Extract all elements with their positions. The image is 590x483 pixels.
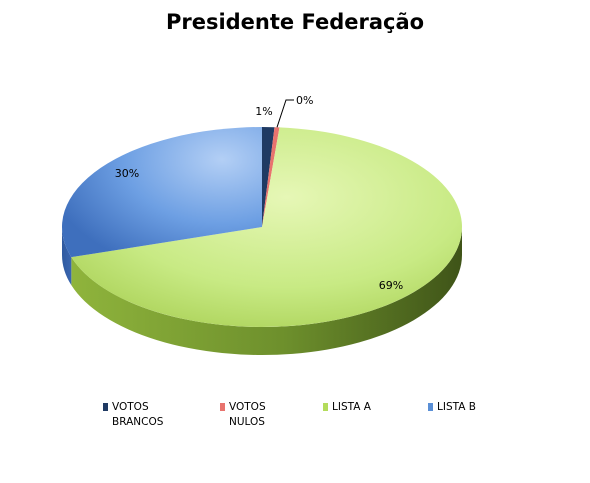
legend-item-lista-b: LISTA B: [428, 400, 507, 415]
legend-swatch-votos-nulos: [220, 403, 225, 411]
data-label-lista-a: 69%: [379, 279, 403, 292]
legend-swatch-lista-b: [428, 403, 433, 411]
legend-swatch-lista-a: [323, 403, 328, 411]
legend-label-votos-nulos: VOTOS NULOS: [229, 401, 266, 428]
pie-side-lista-a: [71, 227, 463, 355]
pie-slice-lista-a: [71, 127, 463, 328]
legend-item-lista-a: LISTA A: [323, 400, 402, 415]
data-label-votos-nulos: 0%: [296, 94, 313, 107]
legend-swatch-votos-brancos: [103, 403, 108, 411]
legend-label-lista-a: LISTA A: [332, 401, 371, 413]
pie-slice-votos-brancos: [262, 127, 275, 227]
pie-slice-votos-nulos: [262, 127, 280, 227]
data-label-lista-b: 30%: [115, 167, 139, 180]
pie-side-lista-b: [62, 227, 72, 286]
legend-item-votos-nulos: VOTOS NULOS: [220, 400, 299, 430]
legend-item-votos-brancos: VOTOS BRANCOS: [103, 400, 182, 430]
data-label-votos-brancos: 1%: [255, 105, 272, 118]
legend-label-votos-brancos: VOTOS BRANCOS: [112, 401, 164, 428]
chart-title: Presidente Federação: [165, 10, 425, 34]
pie-slice-lista-b: [62, 127, 263, 258]
legend-label-lista-b: LISTA B: [437, 401, 476, 413]
leader-line-votos-nulos: [276, 99, 294, 128]
